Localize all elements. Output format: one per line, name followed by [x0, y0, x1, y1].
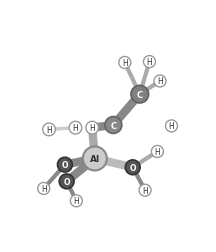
Text: O: O: [62, 161, 68, 170]
Text: H: H: [46, 125, 52, 134]
Text: H: H: [157, 77, 163, 86]
Text: H: H: [154, 147, 160, 156]
Circle shape: [119, 57, 131, 69]
Text: O: O: [129, 163, 136, 172]
Text: Al: Al: [90, 154, 100, 163]
Text: H: H: [41, 184, 47, 193]
Circle shape: [105, 117, 122, 134]
Text: H: H: [142, 186, 148, 195]
Circle shape: [165, 120, 178, 132]
Circle shape: [70, 195, 82, 207]
Text: H: H: [89, 124, 95, 133]
Circle shape: [38, 183, 50, 195]
Circle shape: [131, 86, 149, 104]
Text: H: H: [122, 59, 128, 68]
Text: C: C: [137, 90, 143, 99]
Circle shape: [59, 174, 74, 189]
Text: H: H: [147, 58, 152, 67]
Text: C: C: [110, 121, 116, 130]
Circle shape: [143, 56, 156, 68]
Circle shape: [43, 123, 55, 136]
Circle shape: [83, 147, 107, 171]
Circle shape: [151, 146, 163, 158]
Text: O: O: [64, 177, 70, 186]
Circle shape: [154, 76, 166, 88]
Text: H: H: [73, 197, 79, 205]
Circle shape: [125, 160, 140, 175]
Circle shape: [69, 122, 82, 135]
Text: H: H: [73, 124, 78, 133]
Circle shape: [139, 184, 151, 196]
Circle shape: [86, 122, 98, 135]
Circle shape: [57, 158, 72, 172]
Text: H: H: [169, 122, 174, 131]
